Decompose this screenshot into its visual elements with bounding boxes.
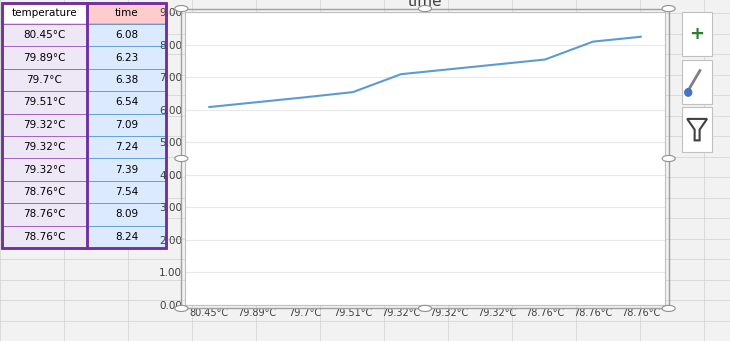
- Bar: [2, 3, 87, 248]
- Bar: [87, 203, 166, 226]
- Bar: [87, 114, 166, 136]
- Bar: [2, 3, 166, 248]
- Text: 7.09: 7.09: [115, 120, 138, 130]
- Bar: [2, 203, 87, 226]
- Text: 6.23: 6.23: [115, 53, 138, 63]
- Text: 79.89°C: 79.89°C: [23, 53, 66, 63]
- Bar: [2, 181, 87, 203]
- Text: 79.7°C: 79.7°C: [26, 75, 63, 85]
- Text: 6.08: 6.08: [115, 30, 138, 40]
- Bar: [87, 91, 166, 114]
- Bar: [2, 69, 87, 91]
- Bar: [87, 181, 166, 203]
- Bar: [2, 136, 87, 159]
- Text: 7.54: 7.54: [115, 187, 138, 197]
- Text: 78.76°C: 78.76°C: [23, 232, 66, 242]
- Bar: [87, 226, 166, 248]
- Bar: [2, 226, 87, 248]
- Title: time: time: [407, 0, 442, 10]
- Text: 6.38: 6.38: [115, 75, 138, 85]
- Text: 79.32°C: 79.32°C: [23, 165, 66, 175]
- Bar: [2, 3, 87, 24]
- Text: +: +: [690, 25, 704, 43]
- Bar: [87, 24, 166, 46]
- Text: 7.24: 7.24: [115, 142, 138, 152]
- Bar: [87, 46, 166, 69]
- Bar: [2, 24, 87, 46]
- Text: 79.51°C: 79.51°C: [23, 98, 66, 107]
- Ellipse shape: [685, 89, 692, 96]
- Bar: [87, 136, 166, 159]
- Bar: [2, 91, 87, 114]
- Bar: [87, 3, 166, 248]
- Text: 8.24: 8.24: [115, 232, 138, 242]
- Text: 8.09: 8.09: [115, 209, 138, 219]
- Bar: [87, 69, 166, 91]
- Text: time: time: [115, 9, 138, 18]
- Text: temperature: temperature: [12, 9, 77, 18]
- Bar: [2, 114, 87, 136]
- Text: 80.45°C: 80.45°C: [23, 30, 66, 40]
- Text: 78.76°C: 78.76°C: [23, 209, 66, 219]
- Text: 6.54: 6.54: [115, 98, 138, 107]
- Text: 78.76°C: 78.76°C: [23, 187, 66, 197]
- Text: 79.32°C: 79.32°C: [23, 120, 66, 130]
- Bar: [2, 159, 87, 181]
- Text: 79.32°C: 79.32°C: [23, 142, 66, 152]
- Text: 7.39: 7.39: [115, 165, 138, 175]
- Bar: [87, 159, 166, 181]
- Bar: [87, 3, 166, 24]
- Bar: [2, 46, 87, 69]
